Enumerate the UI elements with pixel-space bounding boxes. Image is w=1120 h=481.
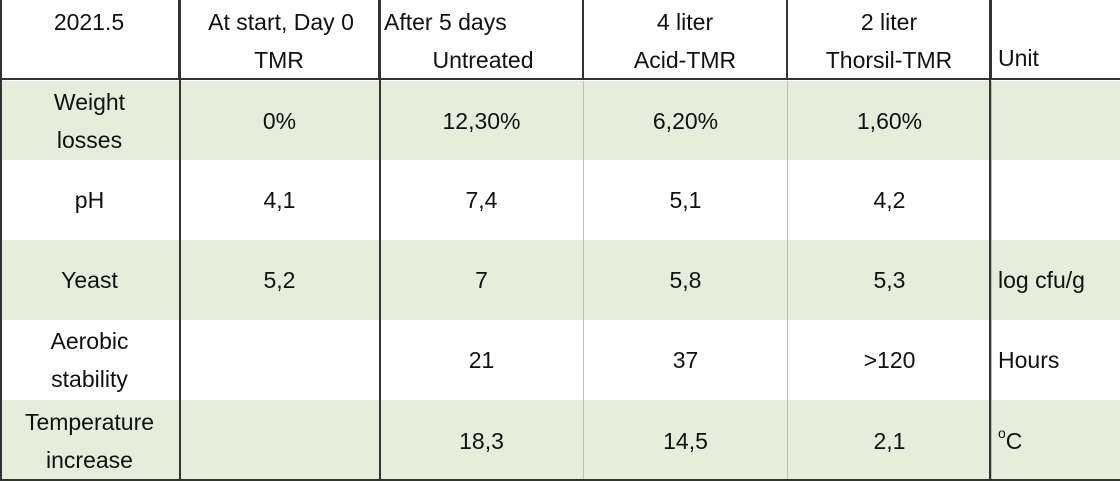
table-cell: 5,1 [584,160,788,240]
table-row: Weight losses 0% 12,30% 6,20% 1,60% [0,81,1120,160]
unit-cell: log cfu/g [998,267,1085,293]
table-cell: 4,1 [180,160,380,240]
header-acid: 4 liter Acid-TMR [584,0,788,80]
unit-label: Unit [998,45,1039,71]
row-label-line: Aerobic [50,328,129,354]
table-cell: 5,3 [788,240,992,320]
header-untreated: After 5 days Untreated [380,0,584,80]
unit-cell [992,160,1120,240]
row-label-line: stability [51,366,128,392]
row-label-line: Temperature [24,408,155,435]
header-start: At start, Day 0 TMR [180,0,380,80]
table-cell: 7 [380,240,584,320]
table-cell: 0% [180,81,380,160]
celsius-letter: C [1005,427,1023,454]
header-acid-line1: 4 liter [656,9,714,35]
header-acid-line2: Acid-TMR [633,47,737,73]
table-cell: 6,20% [584,81,788,160]
header-untreated-line2: Untreated [432,47,534,73]
header-thorsil-line2: Thorsil-TMR [825,47,953,73]
column-divider [179,0,181,481]
table-cell [180,320,380,400]
period-label: 2021.5 [53,9,125,35]
table-row: Aerobic stability 21 37 >120 Hours [0,320,1120,400]
row-label-line: increase [46,446,133,473]
column-divider [379,0,381,481]
header-unit: Unit [992,0,1120,80]
table-cell: 7,4 [380,160,584,240]
row-label-line: Weight [53,88,126,115]
table-cell: 5,8 [584,240,788,320]
table-cell: 37 [584,320,788,400]
row-label: Aerobic stability [0,320,180,400]
table-cell [180,400,380,481]
table-cell: 21 [380,320,584,400]
degree-symbol: o [998,424,1006,441]
header-start-line1: At start, Day 0 [208,9,354,35]
row-label: Yeast [0,240,180,320]
table-cell: >120 [788,320,992,400]
table-cell: 18,3 [380,400,584,481]
row-label: Weight losses [0,81,180,160]
row-label: Temperature increase [0,400,180,481]
row-label-line: losses [56,126,123,153]
table-cell: 4,2 [788,160,992,240]
column-divider [989,0,991,481]
table-cell: 14,5 [584,400,788,481]
header-untreated-line1: After 5 days [384,9,507,35]
table-row: pH 4,1 7,4 5,1 4,2 [0,160,1120,240]
header-thorsil: 2 liter Thorsil-TMR [788,0,992,80]
table-cell: 1,60% [788,81,992,160]
table-cell: 5,2 [180,240,380,320]
header-period: 2021.5 [0,0,180,80]
header-row: 2021.5 At start, Day 0 TMR After 5 days … [0,0,1120,80]
header-start-line2: TMR [254,47,304,73]
table-cell: 2,1 [788,400,992,481]
row-label: pH [0,160,180,240]
table-cell: 12,30% [380,81,584,160]
table-row: Yeast 5,2 7 5,8 5,3 log cfu/g [0,240,1120,320]
header-thorsil-line1: 2 liter [860,9,918,35]
unit-cell [992,81,1120,160]
unit-cell: Hours [998,347,1060,373]
